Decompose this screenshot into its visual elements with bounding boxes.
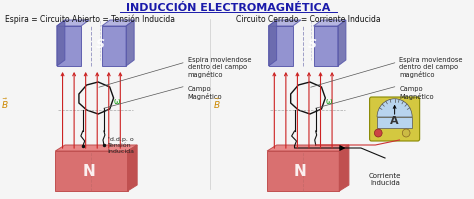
Text: ω: ω bbox=[325, 97, 332, 105]
Polygon shape bbox=[339, 145, 349, 191]
Polygon shape bbox=[314, 26, 338, 66]
Polygon shape bbox=[57, 20, 89, 26]
Circle shape bbox=[374, 129, 382, 137]
Polygon shape bbox=[377, 117, 412, 128]
Text: S: S bbox=[308, 37, 317, 51]
Polygon shape bbox=[57, 26, 81, 66]
Text: 'd.d.p. o
Tensión
Inducida: 'd.d.p. o Tensión Inducida bbox=[108, 137, 135, 154]
Polygon shape bbox=[338, 20, 346, 66]
Text: Campo
Magnético: Campo Magnético bbox=[188, 86, 222, 100]
Polygon shape bbox=[102, 20, 134, 26]
Polygon shape bbox=[128, 145, 137, 191]
Polygon shape bbox=[267, 145, 349, 151]
Text: ω: ω bbox=[114, 97, 120, 105]
Text: S: S bbox=[96, 37, 105, 51]
Text: N: N bbox=[82, 164, 95, 179]
Polygon shape bbox=[55, 145, 137, 151]
Text: Circuito Cerrado = Corriente Inducida: Circuito Cerrado = Corriente Inducida bbox=[236, 15, 381, 24]
Text: N: N bbox=[294, 164, 307, 179]
Polygon shape bbox=[55, 151, 128, 191]
Polygon shape bbox=[126, 20, 134, 66]
Text: A: A bbox=[390, 116, 399, 126]
Polygon shape bbox=[314, 20, 346, 26]
Text: Espira = Circuito Abierto = Tensión Inducida: Espira = Circuito Abierto = Tensión Indu… bbox=[5, 15, 175, 24]
Polygon shape bbox=[267, 151, 339, 191]
Text: Corriente
Inducida: Corriente Inducida bbox=[369, 173, 401, 186]
Polygon shape bbox=[57, 20, 65, 66]
Polygon shape bbox=[102, 26, 126, 66]
Text: $\vec{B}$: $\vec{B}$ bbox=[213, 97, 220, 111]
Polygon shape bbox=[269, 20, 277, 66]
Text: Espira moviendose
dentro del campo
magnético: Espira moviendose dentro del campo magné… bbox=[400, 57, 463, 78]
Polygon shape bbox=[269, 20, 301, 26]
Polygon shape bbox=[269, 26, 293, 66]
Text: Espira moviendose
dentro del campo
magnético: Espira moviendose dentro del campo magné… bbox=[188, 57, 251, 78]
Text: $\vec{B}$: $\vec{B}$ bbox=[1, 97, 9, 111]
Text: INDUCCIÓN ELECTROMAGNÉTICA: INDUCCIÓN ELECTROMAGNÉTICA bbox=[126, 3, 330, 13]
Wedge shape bbox=[377, 99, 412, 117]
FancyBboxPatch shape bbox=[370, 97, 419, 141]
Circle shape bbox=[402, 129, 410, 137]
Text: Campo
Magnético: Campo Magnético bbox=[400, 86, 434, 100]
